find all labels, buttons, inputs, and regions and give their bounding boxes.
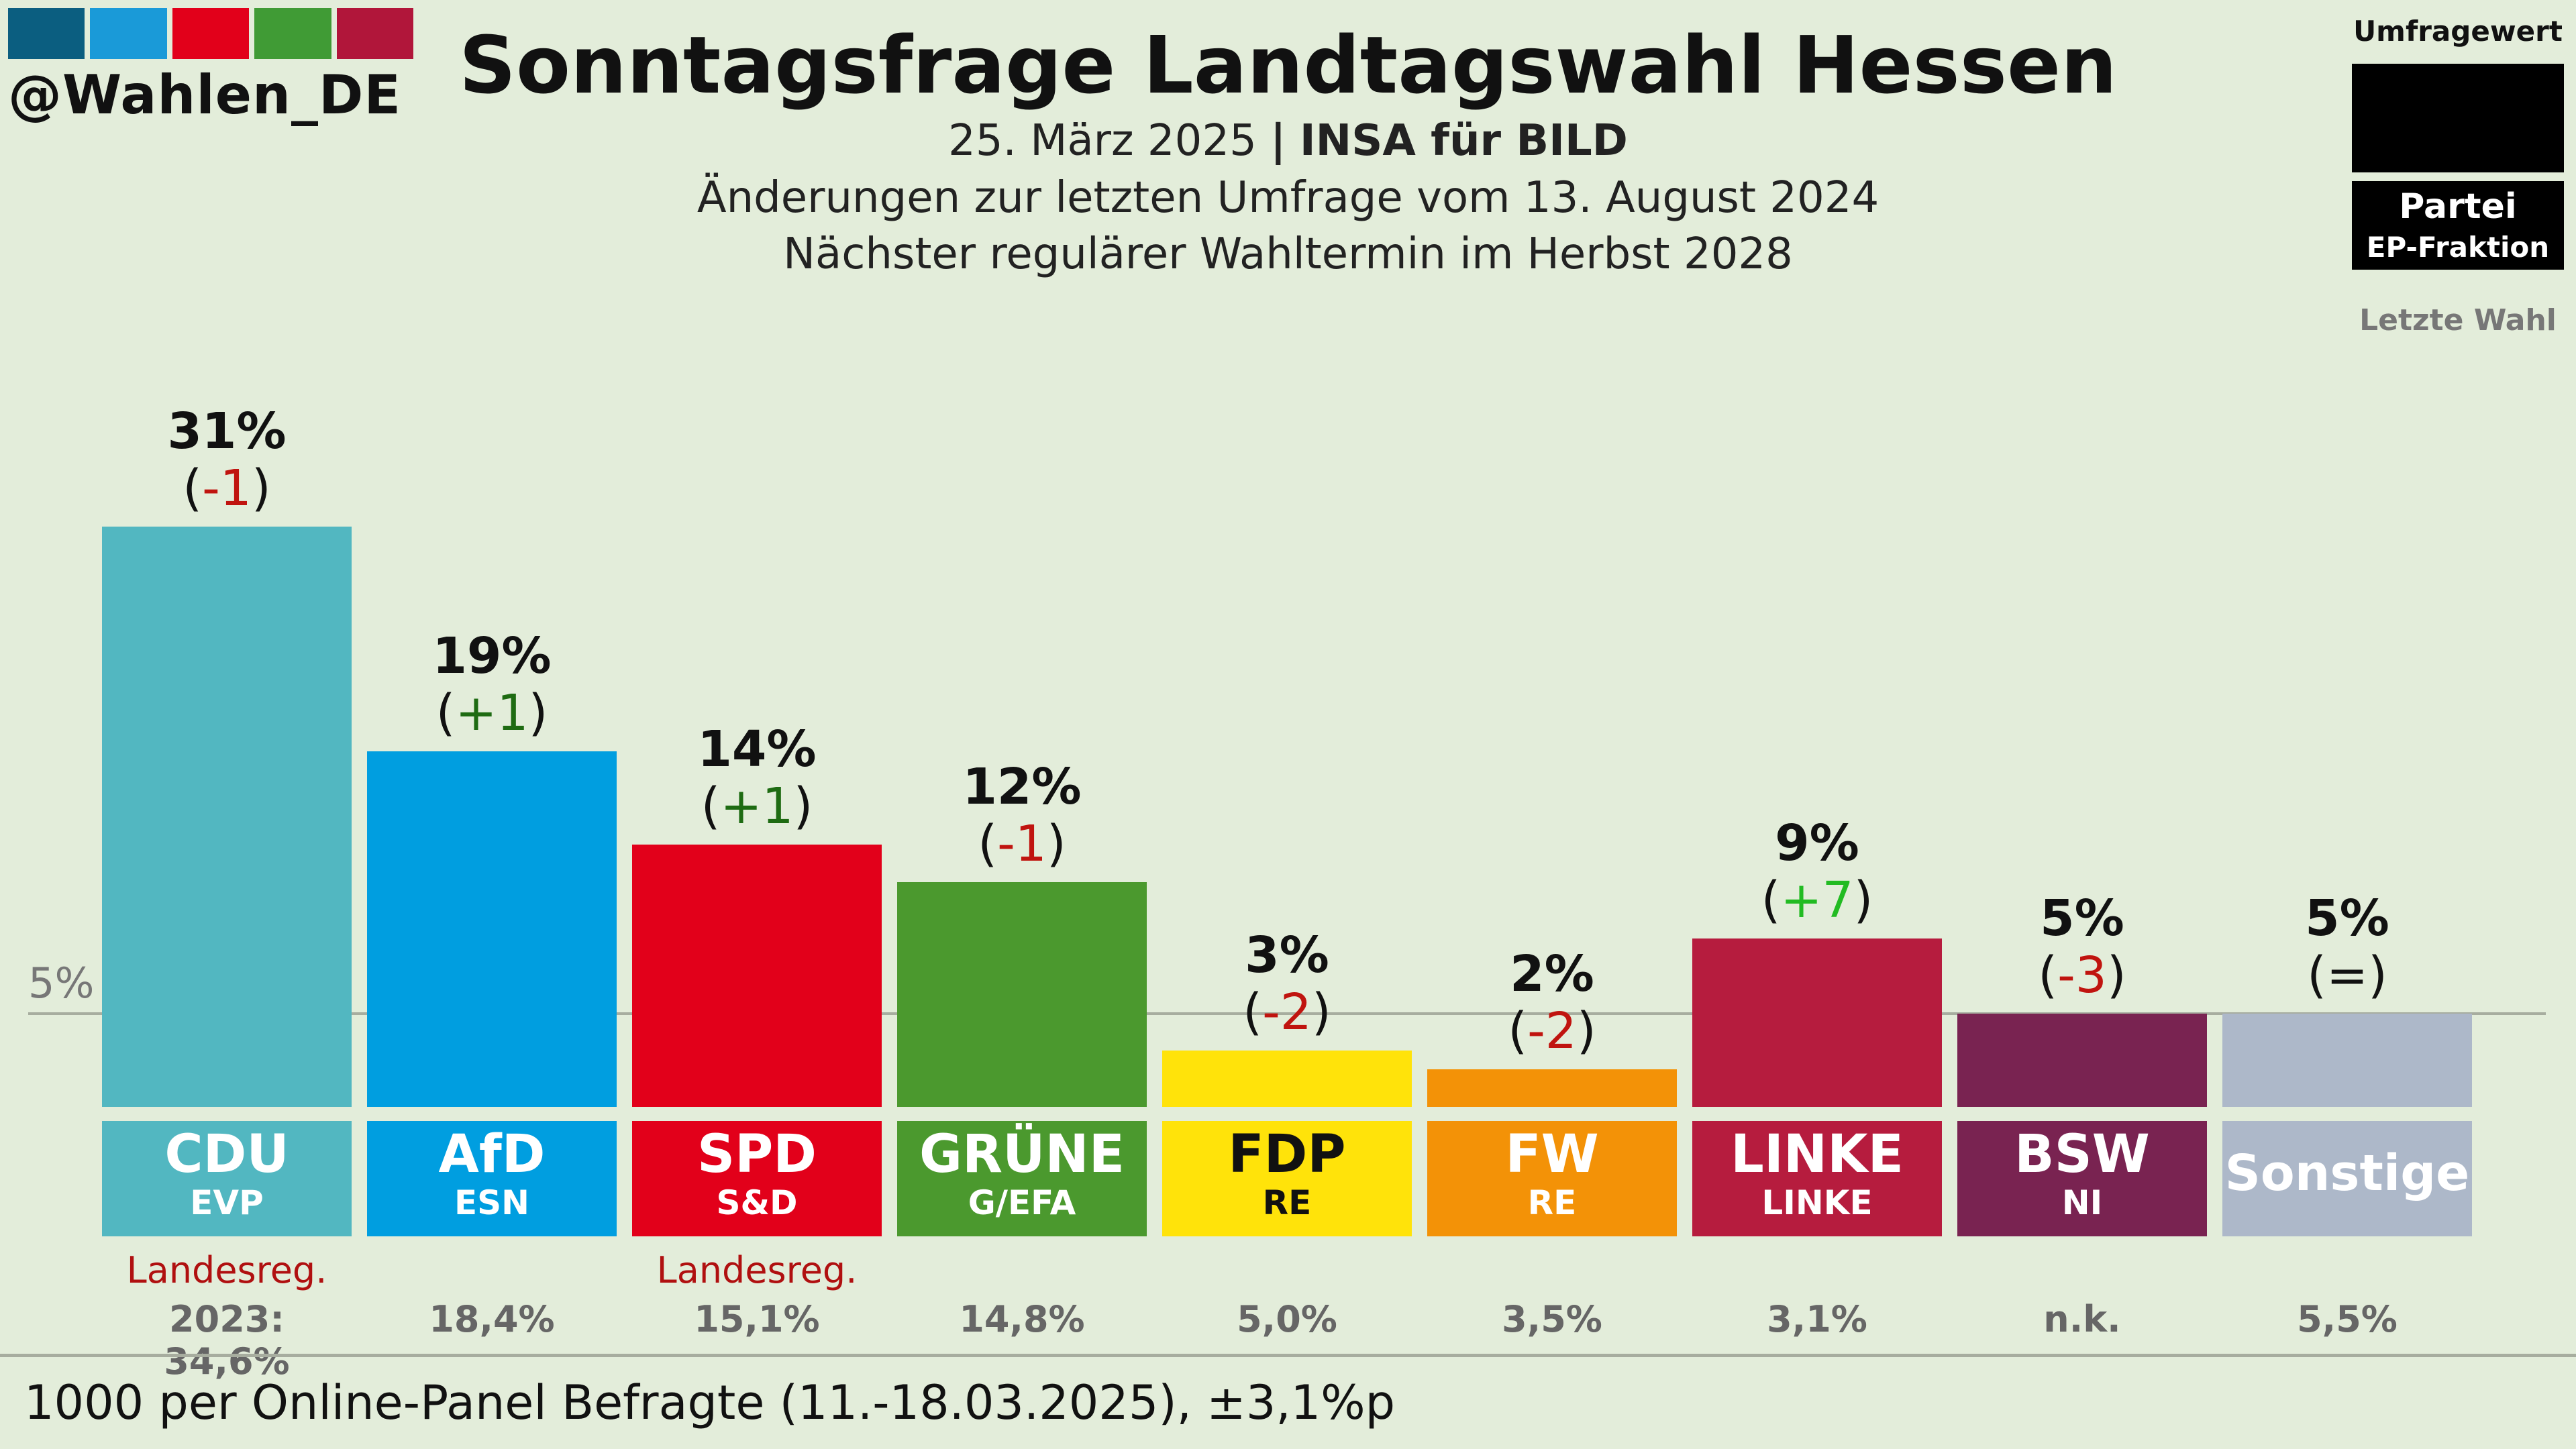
reference-line-label: 5% [28,958,95,1008]
logo-stripe [254,8,331,59]
party-name: BSW [2014,1124,2150,1185]
last-election-spd: 15,1% [694,1298,820,1340]
poll-date: 25. März 2025 [948,116,1257,166]
legend-ep-label: EP-Fraktion [2366,231,2550,264]
party-name: CDU [164,1124,289,1185]
footer-divider [0,1354,2576,1357]
government-note-cdu: Landesreg. [126,1249,327,1291]
change-label-fdp: (-2) [1243,983,1331,1042]
ep-group: EVP [190,1183,264,1222]
reference-line-5-percent [28,1012,2546,1015]
change-label-fw: (-2) [1508,1002,1596,1061]
change-label-bsw: (-3) [2038,946,2126,1004]
logo-stripe [172,8,250,59]
change-label-linke: (+7) [1761,871,1873,929]
value-label-bsw: 5% [2040,889,2124,947]
bar-cdu [102,527,352,1107]
party-name: LINKE [1731,1124,1904,1185]
value-label-afd: 19% [432,627,552,685]
party-label-linke: LINKE LINKE [1692,1121,1942,1236]
poll-source: 25. März 2025 | INSA für BILD [0,116,2576,166]
bar-bsw [1957,1013,2207,1107]
government-note-spd: Landesreg. [656,1249,858,1291]
ep-group: RE [1262,1183,1312,1222]
bar-linke [1692,938,1942,1107]
value-label-linke: 9% [1775,814,1859,872]
ep-group: NI [2061,1183,2103,1222]
changes-note: Änderungen zur letzten Umfrage vom 13. A… [697,173,1879,223]
legend-party-swatch: Partei EP-Fraktion [2352,181,2564,270]
party-label-gr-ne: GRÜNE G/EFA [897,1121,1147,1236]
legend-poll-value: Umfragewert [2353,15,2563,48]
last-election-linke: 3,1% [1767,1298,1867,1340]
party-name: Sonstige [2224,1144,2470,1202]
last-election-bsw: n.k. [2043,1298,2121,1340]
bar-sonstige [2222,1013,2472,1107]
ep-group: G/EFA [968,1183,1076,1222]
separator: | [1270,116,1286,166]
value-label-fw: 2% [1510,945,1594,1004]
last-election-cdu: 2023: 34,6% [164,1298,290,1383]
ep-group: S&D [716,1183,798,1222]
last-election-sonstige: 5,5% [2297,1298,2398,1340]
legend-party-label: Partei [2399,186,2517,227]
party-name: GRÜNE [919,1124,1125,1185]
bar-spd [632,845,882,1107]
change-label-afd: (+1) [435,684,548,742]
ep-group: RE [1527,1183,1577,1222]
logo-stripe [8,8,85,59]
account-handle: @Wahlen_DE [8,64,402,126]
party-name: SPD [697,1124,817,1185]
chart-title: Sonntagsfrage Landtagswahl Hessen [458,19,2118,111]
party-label-spd: SPD S&D [632,1121,882,1236]
party-label-bsw: BSW NI [1957,1121,2207,1236]
bar-fw [1427,1069,1677,1107]
next-election-note: Nächster regulärer Wahltermin im Herbst … [783,229,1793,279]
party-label-cdu: CDU EVP [102,1121,352,1236]
last-election-fw: 3,5% [1502,1298,1602,1340]
bar-fdp [1162,1051,1412,1107]
bar-afd [367,751,617,1107]
last-election-afd: 18,4% [429,1298,555,1340]
value-label-spd: 14% [697,720,817,779]
change-label-sonstige: (=) [2307,946,2387,1004]
party-label-sonstige: Sonstige [2222,1121,2472,1236]
party-label-fw: FW RE [1427,1121,1677,1236]
party-name: FW [1505,1124,1599,1185]
legend-last-election: Letzte Wahl [2359,303,2557,337]
value-label-fdp: 3% [1245,926,1329,985]
party-label-fdp: FDP RE [1162,1121,1412,1236]
change-label-spd: (+1) [701,777,813,836]
value-label-sonstige: 5% [2305,889,2389,947]
party-name: AfD [438,1124,546,1185]
change-label-gr-ne: (-1) [978,815,1066,873]
value-label-cdu: 31% [167,402,287,461]
logo-stripe [336,8,414,59]
value-label-gr-ne: 12% [962,758,1082,816]
party-name: FDP [1228,1124,1346,1185]
last-election-gr-ne: 14,8% [959,1298,1085,1340]
legend-bar-swatch [2352,64,2564,172]
footer-note: 1000 per Online-Panel Befragte (11.-18.0… [24,1375,1396,1430]
bar-gr-ne [897,882,1147,1107]
party-label-afd: AfD ESN [367,1121,617,1236]
logo-stripes [8,8,414,59]
pollster: INSA für BILD [1299,116,1628,166]
last-election-fdp: 5,0% [1237,1298,1337,1340]
logo-stripe [90,8,167,59]
ep-group: LINKE [1761,1183,1873,1222]
change-label-cdu: (-1) [183,460,271,518]
ep-group: ESN [454,1183,529,1222]
